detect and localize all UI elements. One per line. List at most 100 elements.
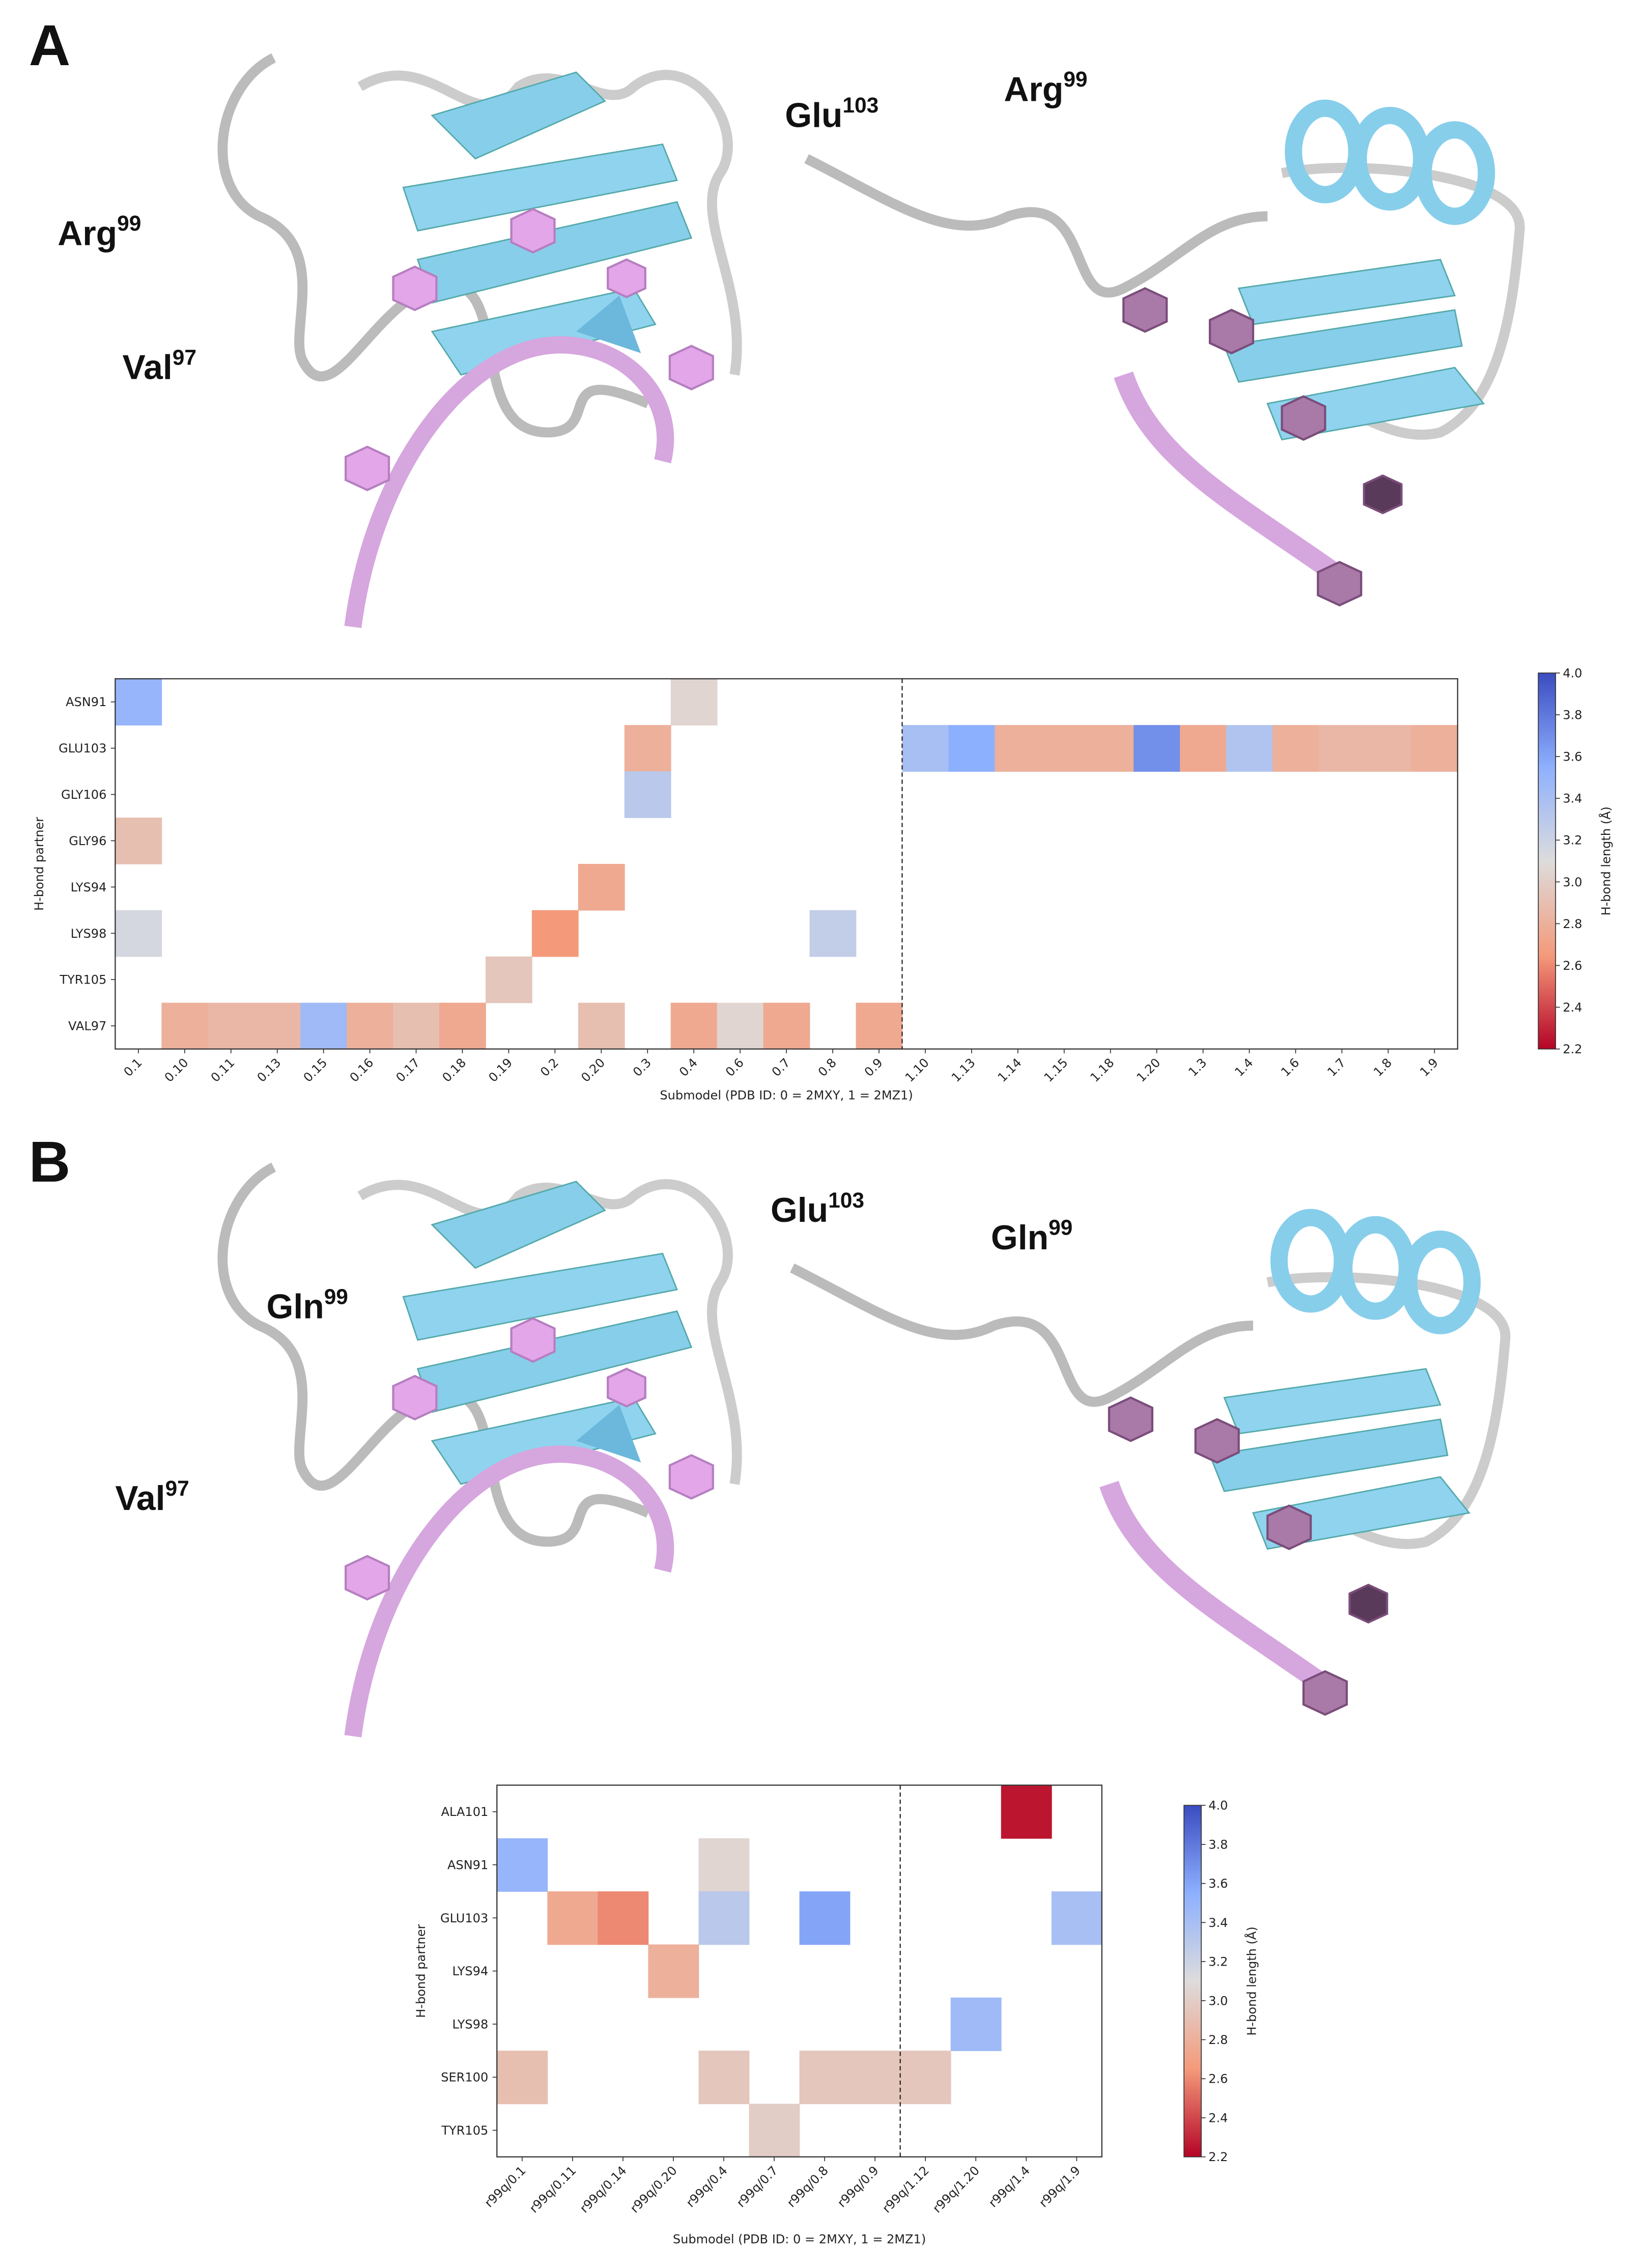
x-tick-label: 1.10 xyxy=(902,1055,932,1085)
heatmap-cell xyxy=(670,679,718,726)
residue-number: 99 xyxy=(1049,1216,1072,1240)
x-tick-label: r99q/0.7 xyxy=(734,2163,781,2210)
colorbar-tick-label: 3.6 xyxy=(1563,750,1582,764)
structure-b-right xyxy=(792,1218,1505,1715)
residue-number: 99 xyxy=(1063,67,1087,91)
colorbar-tick-label: 3.0 xyxy=(1208,1994,1228,2008)
y-tick-label: LYS94 xyxy=(71,880,107,894)
x-tick-label: r99q/0.1 xyxy=(482,2163,529,2210)
heatmap-cell xyxy=(115,679,162,726)
heatmap-cell xyxy=(598,1891,649,1945)
y-tick-label: GLU103 xyxy=(59,741,106,755)
x-tick-label: r99q/0.9 xyxy=(835,2163,882,2210)
colorbar-tick-label: 2.6 xyxy=(1563,959,1582,973)
structure-a-left xyxy=(222,58,737,627)
x-axis-label: Submodel (PDB ID: 0 = 2MXY, 1 = 2MZ1) xyxy=(660,1088,913,1103)
heatmap-cell xyxy=(1041,725,1088,772)
x-tick-label: r99q/0.14 xyxy=(577,2163,630,2216)
residue-name: Val xyxy=(123,349,173,387)
x-tick-label: r99q/1.4 xyxy=(986,2163,1033,2210)
y-axis-label: H-bond partner xyxy=(32,817,46,911)
x-tick-label: 1.9 xyxy=(1417,1055,1441,1079)
x-tick-label: 0.17 xyxy=(393,1055,423,1085)
colorbar xyxy=(1538,673,1556,1050)
heatmap-cell xyxy=(995,725,1042,772)
colorbar-tick-label: 3.4 xyxy=(1208,1916,1228,1930)
heatmap-cell xyxy=(809,910,857,957)
residue-label: Val97 xyxy=(123,345,196,386)
heatmap-cell xyxy=(393,1002,440,1050)
x-tick-label: r99q/0.4 xyxy=(684,2163,730,2210)
heatmap-cell xyxy=(698,1891,750,1945)
y-axis-label: H-bond partner xyxy=(414,1924,428,2018)
x-tick-label: 0.3 xyxy=(630,1055,654,1079)
x-tick-label: 0.9 xyxy=(862,1055,886,1079)
colorbar-tick-label: 3.4 xyxy=(1563,792,1582,806)
heatmap-cell xyxy=(1001,1785,1052,1839)
heatmap-cell xyxy=(578,863,625,911)
panel-letter: B xyxy=(29,1130,71,1194)
y-tick-label: TYR105 xyxy=(441,2123,488,2138)
residue-number: 103 xyxy=(828,1188,864,1212)
colorbar-tick-label: 3.0 xyxy=(1563,875,1582,889)
colorbar-tick-label: 2.2 xyxy=(1563,1042,1582,1056)
heatmap-cell xyxy=(698,2051,750,2105)
residue-number: 99 xyxy=(117,211,141,235)
x-tick-label: 1.15 xyxy=(1041,1055,1071,1085)
heatmap-cell xyxy=(547,1891,599,1945)
residue-number: 97 xyxy=(173,345,196,369)
heatmap-cell xyxy=(1051,1891,1102,1945)
x-tick-label: 0.7 xyxy=(769,1055,793,1079)
heatmap-cell xyxy=(1411,725,1458,772)
heatmap-cell xyxy=(902,725,949,772)
x-tick-label: 0.16 xyxy=(347,1055,377,1085)
colorbar-tick-label: 3.8 xyxy=(1563,708,1582,722)
heatmap-cell xyxy=(1318,725,1366,772)
heatmap-cell xyxy=(300,1002,347,1050)
heatmap-cell xyxy=(648,1944,699,1998)
residue-name: Val xyxy=(115,1479,165,1518)
y-tick-label: LYS98 xyxy=(71,927,107,941)
x-tick-label: r99q/0.11 xyxy=(527,2163,579,2216)
heatmap-chart: ALA101 ASN91 GLU103 LYS94 LYS98 SER100 TYR105 r… xyxy=(414,1784,1259,2246)
y-tick-label: VAL97 xyxy=(68,1019,106,1033)
plot-frame xyxy=(496,1784,1102,2158)
x-tick-label: 1.20 xyxy=(1134,1055,1164,1085)
heatmap-cell xyxy=(578,1002,625,1050)
y-tick-label: SER100 xyxy=(441,2070,488,2085)
y-tick-label: ALA101 xyxy=(441,1805,489,1819)
heatmap-cell xyxy=(1272,725,1319,772)
residue-label: Glu103 xyxy=(785,93,879,134)
y-tick-label: LYS98 xyxy=(452,2017,489,2031)
x-tick-label: 0.20 xyxy=(578,1055,608,1085)
residue-name: Gln xyxy=(991,1219,1049,1257)
colorbar-tick-label: 2.2 xyxy=(1208,2150,1228,2164)
colorbar-tick-label: 4.0 xyxy=(1208,1799,1228,1813)
heatmap-cell xyxy=(1134,725,1180,772)
x-tick-label: 0.15 xyxy=(301,1055,330,1085)
structure-b-left xyxy=(222,1167,737,1737)
panel-letter: A xyxy=(29,13,71,77)
heatmap-cell xyxy=(624,771,671,818)
x-tick-label: 1.13 xyxy=(949,1055,978,1085)
residue-label: Glu103 xyxy=(771,1188,864,1229)
x-tick-label: 1.3 xyxy=(1185,1055,1209,1079)
residue-name: Arg xyxy=(1004,71,1063,109)
residue-label: Arg99 xyxy=(1004,67,1087,108)
colorbar-tick-label: 3.6 xyxy=(1208,1877,1228,1891)
heatmap-cell xyxy=(717,1002,764,1050)
residue-label: Val97 xyxy=(115,1476,189,1518)
y-tick-label: LYS94 xyxy=(452,1964,489,1978)
y-tick-label: TYR105 xyxy=(59,973,106,987)
colorbar-tick-label: 3.8 xyxy=(1208,1837,1228,1852)
x-tick-label: 0.2 xyxy=(537,1055,561,1079)
residue-number: 97 xyxy=(165,1476,189,1500)
colorbar-label: H-bond length (Å) xyxy=(1244,1926,1259,2035)
colorbar-tick-label: 3.2 xyxy=(1563,833,1582,848)
heatmap-cell xyxy=(497,2051,548,2105)
x-axis-label: Submodel (PDB ID: 0 = 2MXY, 1 = 2MZ1) xyxy=(673,2232,926,2246)
x-tick-label: 0.6 xyxy=(723,1055,747,1079)
colorbar-tick-label: 4.0 xyxy=(1563,666,1582,680)
colorbar-tick-label: 2.6 xyxy=(1208,2072,1228,2086)
